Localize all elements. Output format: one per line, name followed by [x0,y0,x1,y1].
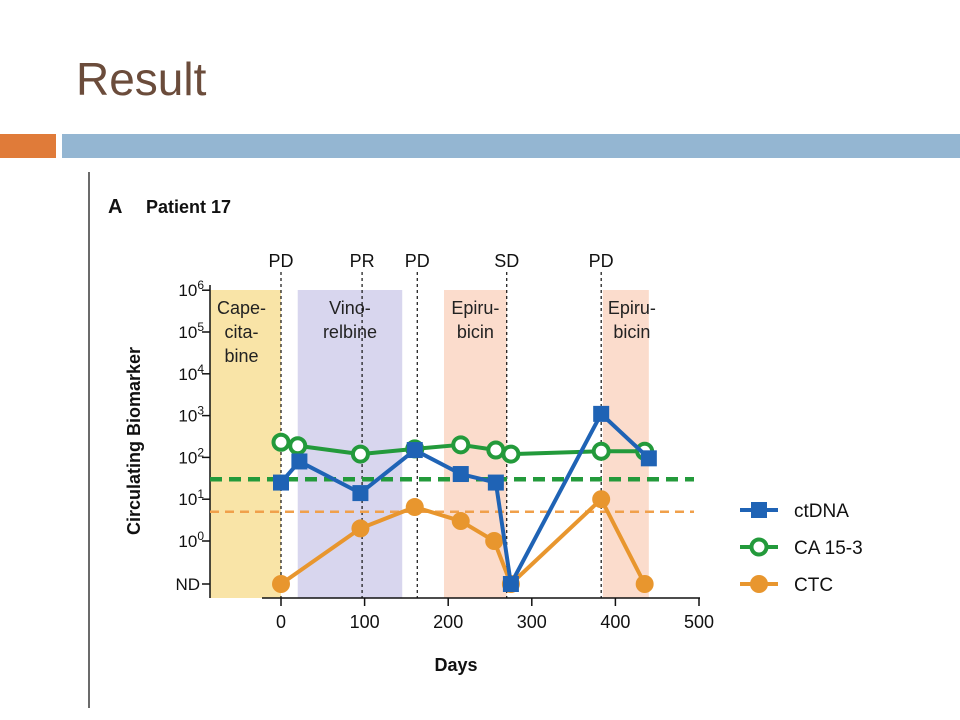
series-ca-15-3 [271,432,655,464]
treatment-label: Vino- [329,298,371,318]
data-point [273,474,289,491]
x-tick-label: 500 [684,612,714,632]
data-point [352,485,369,502]
response-label: PD [268,251,293,271]
data-point [592,490,611,509]
x-axis-label: Days [434,655,477,675]
data-point [271,432,291,452]
data-point [288,436,308,456]
y-tick-label: 103 [178,404,204,426]
chart-legend: ctDNA CA 15-3 CTC [740,501,863,596]
data-point [593,405,610,422]
data-point [591,441,611,461]
data-point [451,435,471,455]
data-point [350,444,370,464]
threshold-lines [210,477,694,514]
y-tick-label: 104 [178,362,204,384]
accent-bar-orange [0,134,56,158]
data-point [485,532,504,550]
data-point [635,575,654,593]
data-point [406,442,423,459]
x-tick-label: 200 [433,612,463,632]
data-point [751,502,767,518]
y-tick-label: 100 [178,529,204,551]
response-label: PR [350,251,375,271]
data-point [291,453,308,470]
chart-labels: A Patient 17 Days Circulating Biomarker [108,196,478,675]
y-tick-label: 105 [178,320,204,342]
data-point [502,576,519,592]
response-label: PD [405,251,430,271]
treatment-label: relbine [323,322,377,342]
treatment-label: Epiru- [451,298,499,318]
slide-divider-line [88,172,90,708]
treatment-label: Epiru- [608,298,656,318]
response-label: PD [589,251,614,271]
data-point [452,466,469,483]
y-tick-label: 106 [178,278,204,300]
response-label: SD [494,251,519,271]
x-tick-label: 300 [517,612,547,632]
data-point [487,474,504,491]
treatment-label: Cape- [217,298,266,318]
data-point [750,575,768,593]
data-point [640,450,657,467]
slide-title: Result [76,53,207,105]
treatment-band [209,290,281,598]
y-tick-label: 101 [178,487,204,509]
y-axis-label: Circulating Biomarker [124,347,144,535]
legend-label: CA 15-3 [794,538,863,559]
series-line [279,497,647,586]
y-tick-label: ND [175,575,200,594]
data-point [272,575,290,593]
treatment-label: bicin [457,322,494,342]
x-tick-label: 100 [350,612,380,632]
legend-label: ctDNA [794,501,849,522]
treatment-label: cita- [224,322,258,342]
x-tick-label: 400 [600,612,630,632]
chart-axes: ND 100 101 102 103 104 105 106 0 100 200 300 400 500 [175,278,714,632]
series-ctc [272,490,654,593]
treatment-band [297,290,403,598]
chart-title: Patient 17 [146,197,231,217]
data-point [486,440,506,460]
y-tick-label: 102 [178,445,204,467]
data-point [351,519,370,538]
series-group [271,405,657,593]
data-point [749,537,769,557]
accent-bar-blue [62,134,960,158]
legend-label: CTC [794,575,833,596]
series-ctdna [273,405,657,592]
treatment-label: bine [224,346,258,366]
data-point [451,512,470,531]
data-point [405,498,424,517]
treatment-label: bicin [613,322,650,342]
x-tick-label: 0 [276,612,286,632]
data-point [501,444,521,464]
panel-label: A [108,196,122,218]
